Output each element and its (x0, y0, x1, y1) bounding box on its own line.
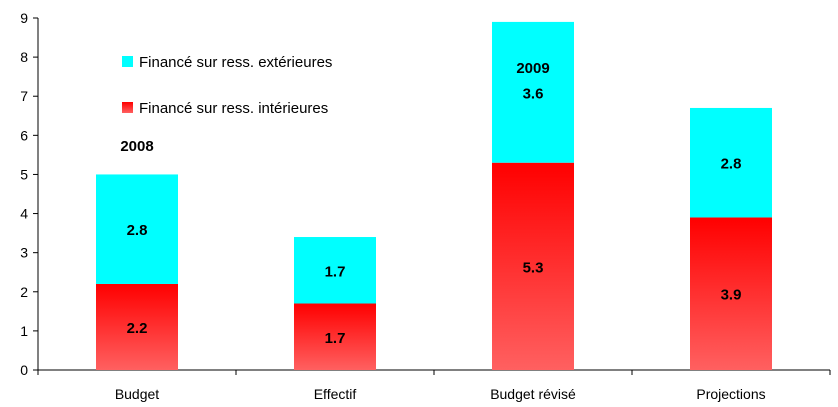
year-annotation: 2009 (516, 60, 549, 77)
data-label: 1.7 (325, 330, 346, 347)
legend-swatch (122, 102, 133, 113)
data-label: 2.8 (721, 156, 742, 173)
bar-segment (294, 303, 376, 370)
y-tick-label: 5 (20, 166, 28, 182)
y-tick-label: 1 (20, 323, 28, 339)
legend-swatch (122, 56, 133, 67)
bar-segment (690, 107, 772, 218)
bar-segment (690, 217, 772, 370)
y-tick-label: 7 (20, 88, 28, 104)
y-tick-label: 2 (20, 284, 28, 300)
data-label: 1.7 (325, 263, 346, 280)
bar-segment (96, 174, 178, 284)
x-tick-label: Projections (696, 386, 765, 402)
legend-label: Financé sur ress. intérieures (139, 100, 328, 117)
x-tick-label: Budget (115, 386, 159, 402)
bar-segment (294, 237, 376, 304)
y-tick-label: 9 (20, 10, 28, 26)
y-tick-label: 4 (20, 206, 28, 222)
data-label: 5.3 (523, 259, 544, 276)
y-tick-label: 0 (20, 362, 28, 378)
data-label: 3.6 (523, 85, 544, 102)
data-label: 3.9 (721, 287, 742, 304)
bar-segment (492, 21, 574, 163)
plot-area: 0 1 2 3 4 5 6 7 8 9 Budget Effectif Budget révisé Pro… (20, 10, 831, 402)
data-label: 2.8 (127, 222, 148, 239)
data-label: 2.2 (127, 320, 148, 337)
x-tick-label: Budget révisé (490, 386, 576, 402)
x-tick-label: Effectif (314, 386, 357, 402)
y-tick-label: 6 (20, 127, 28, 143)
year-annotation: 2008 (120, 138, 153, 155)
legend-label: Financé sur ress. extérieures (139, 54, 332, 71)
y-tick-label: 3 (20, 245, 28, 261)
y-tick-label: 8 (20, 49, 28, 65)
bar-segment (492, 162, 574, 370)
bar-segment (96, 283, 178, 370)
